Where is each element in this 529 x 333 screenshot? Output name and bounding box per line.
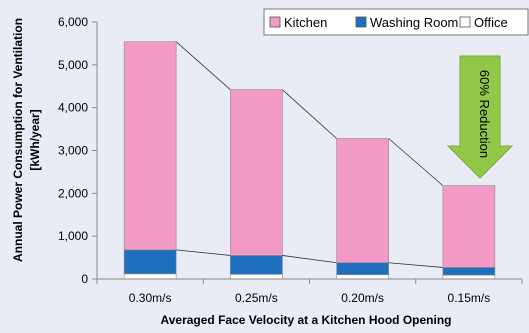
legend-label-kitchen: Kitchen: [284, 15, 327, 30]
y-tick-label: 3,000: [58, 144, 88, 158]
bar-office-2: [230, 273, 283, 280]
x-axis-title: Averaged Face Velocity at a Kitchen Hood…: [161, 313, 452, 327]
bar-washing-room-4: [442, 267, 496, 276]
connector-washing-1: [176, 249, 231, 256]
y-axis-title-line-2: [kWh/year]: [28, 109, 42, 170]
bar-washing-room-3: [336, 262, 389, 276]
legend-swatch-kitchen: [269, 16, 281, 28]
connector-total-2: [282, 89, 337, 139]
trend-connectors: [175, 41, 444, 268]
x-ticks: 0.30m/s 0.25m/s 0.20m/s 0.15m/s: [96, 279, 523, 305]
y-tick-label: 0: [81, 272, 88, 286]
bar-office-3: [336, 274, 389, 280]
y-tick-label: 4,000: [58, 101, 88, 115]
down-arrow-icon: [446, 55, 514, 179]
y-tick-label: 1,000: [58, 229, 88, 243]
legend-label-washing-room: Washing Room: [370, 15, 458, 30]
y-tick-label: 5,000: [58, 58, 88, 72]
y-ticks: 0 1,000 2,000 3,000 4,000 5,000 6,000: [58, 15, 97, 286]
legend-label-office: Office: [474, 15, 508, 30]
bar-kitchen-3: [336, 138, 389, 264]
legend: Kitchen Washing Room Office: [263, 8, 529, 36]
bars: [123, 41, 496, 280]
connector-washing-3: [388, 262, 443, 268]
x-tick-label: 0.30m/s: [129, 291, 172, 305]
bar-office-4: [442, 274, 496, 280]
legend-box: [263, 8, 529, 36]
x-tick-label: 0.25m/s: [235, 291, 278, 305]
reduction-label: 60% Reduction: [477, 70, 492, 158]
connector-total-3: [388, 138, 444, 186]
x-tick-label: 0.15m/s: [448, 291, 491, 305]
bar-kitchen-4: [442, 185, 496, 268]
bar-office-1: [123, 273, 177, 280]
legend-swatch-office: [459, 16, 471, 28]
y-tick-label: 6,000: [58, 15, 88, 29]
y-axis-title-line-1: Annual Power Consumption for Ventilation: [11, 18, 25, 262]
reduction-annotation: 60% Reduction: [446, 55, 514, 179]
x-tick-label: 0.20m/s: [341, 291, 384, 305]
bar-kitchen-1: [123, 41, 177, 251]
y-tick-label: 2,000: [58, 186, 88, 200]
connector-washing-2: [282, 255, 337, 264]
connector-total-1: [175, 41, 231, 90]
bar-washing-room-2: [230, 255, 283, 275]
legend-swatch-washing-room: [355, 16, 367, 28]
bar-washing-room-1: [123, 249, 177, 275]
bar-kitchen-2: [230, 89, 283, 256]
